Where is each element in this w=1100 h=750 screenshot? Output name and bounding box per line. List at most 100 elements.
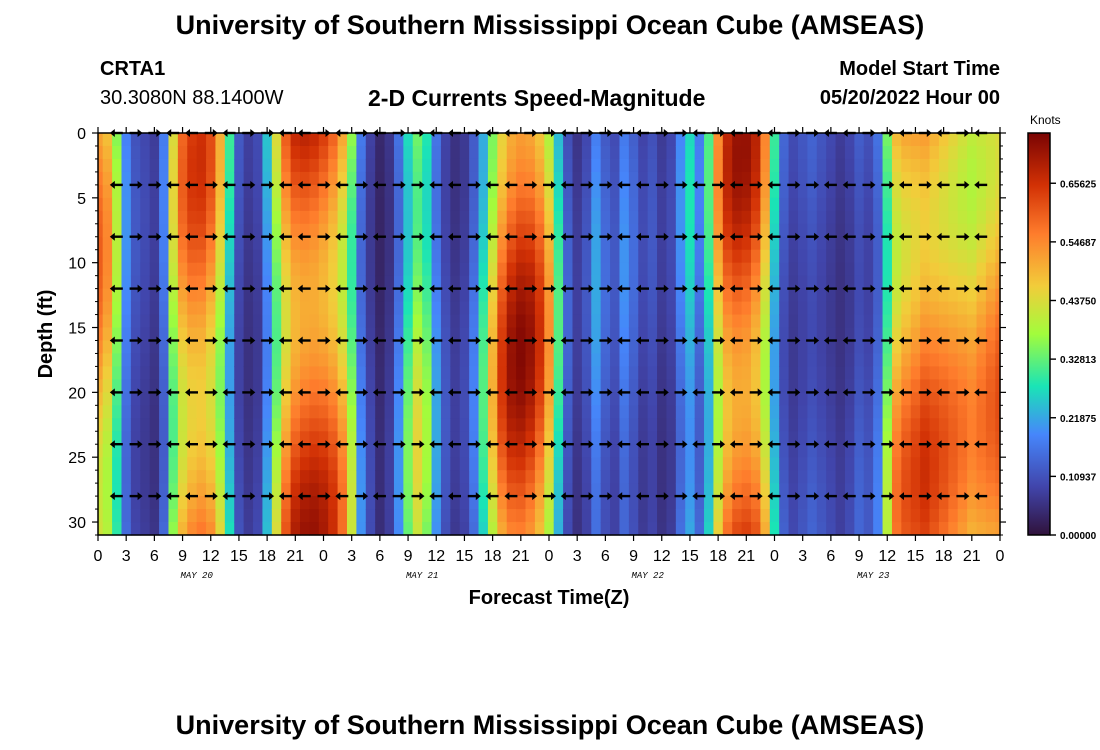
heat-cell: [177, 444, 188, 458]
heat-cell: [459, 314, 470, 329]
heat-cell: [281, 405, 292, 419]
heat-cell: [666, 509, 677, 523]
heat-cell: [816, 457, 827, 471]
current-vector-arrow: [109, 232, 123, 241]
current-vector-arrow: [317, 492, 331, 501]
heat-cell: [375, 353, 386, 368]
heat-cell: [318, 483, 329, 497]
heat-cell: [647, 158, 658, 173]
heat-cell: [760, 158, 771, 173]
heat-cell: [694, 392, 705, 406]
heat-cell: [722, 145, 733, 160]
heat-cell: [553, 457, 564, 471]
heat-cell: [910, 470, 921, 484]
heat-cell: [271, 288, 282, 303]
heat-cell: [844, 418, 855, 432]
heat-cell: [920, 509, 931, 523]
heat-cell: [732, 418, 743, 432]
heat-cell: [732, 366, 743, 380]
heat-cell: [760, 275, 771, 290]
current-vector-arrow: [692, 388, 706, 397]
heat-cell: [469, 340, 480, 355]
current-vector-arrow: [918, 492, 932, 501]
heat-cell: [967, 236, 978, 251]
current-vector-arrow: [560, 440, 574, 449]
heat-cell: [478, 353, 489, 368]
heat-cell: [760, 457, 771, 471]
current-vector-arrow: [355, 388, 369, 397]
current-vector-arrow: [148, 232, 162, 241]
heat-cell: [365, 405, 376, 419]
heat-cell: [628, 405, 639, 419]
heat-cell: [140, 314, 151, 329]
heat-cell: [121, 210, 132, 225]
current-vector-arrow: [204, 336, 218, 345]
heat-cell: [196, 314, 207, 329]
heat-cell: [666, 444, 677, 458]
heat-cell: [159, 392, 170, 406]
heat-cell: [882, 522, 893, 536]
heat-cell: [412, 236, 423, 251]
heat-cell: [459, 379, 470, 393]
heat-cell: [957, 483, 968, 497]
heat-cell: [98, 275, 104, 290]
heat-cell: [196, 522, 207, 536]
x-tick-label: 6: [826, 548, 835, 565]
heat-cell: [328, 340, 339, 355]
heat-cell: [469, 210, 480, 225]
heat-cell: [215, 405, 226, 419]
heat-cell: [318, 392, 329, 406]
heat-cell: [459, 145, 470, 160]
heat-cell: [140, 392, 151, 406]
heat-cell: [572, 418, 583, 432]
heat-cell: [797, 509, 808, 523]
heat-cell: [807, 522, 818, 536]
heat-cell: [647, 236, 658, 251]
heat-cell: [506, 262, 517, 277]
current-vector-arrow: [881, 180, 895, 189]
heat-cell: [243, 301, 254, 316]
heat-cell: [112, 366, 123, 380]
heat-cell: [854, 353, 865, 368]
colorbar-tick-label: 0.21875: [1060, 414, 1097, 425]
heat-cell: [337, 379, 348, 393]
heat-cell: [638, 418, 649, 432]
heat-cell: [779, 353, 790, 368]
heat-cell: [300, 145, 311, 160]
heat-cell: [506, 509, 517, 523]
heat-cell: [797, 444, 808, 458]
chart-subtitle: 2-D Currents Speed-Magnitude: [368, 85, 706, 111]
heat-cell: [732, 522, 743, 536]
heat-cell: [271, 353, 282, 368]
heat-cell: [591, 262, 602, 277]
current-vector-arrow: [355, 440, 369, 449]
heat-cell: [628, 457, 639, 471]
heat-cell: [807, 379, 818, 393]
heat-cell: [807, 431, 818, 445]
heat-cell: [600, 379, 611, 393]
heat-cell: [553, 470, 564, 484]
heat-cell: [431, 327, 442, 342]
heat-cell: [572, 392, 583, 406]
heat-cell: [431, 184, 442, 199]
heat-cell: [722, 262, 733, 277]
heat-cell: [497, 483, 508, 497]
heat-cell: [572, 249, 583, 264]
heat-cell: [177, 418, 188, 432]
heat-cell: [459, 522, 470, 536]
heat-cell: [506, 522, 517, 536]
heat-cell: [281, 444, 292, 458]
heat-cell: [440, 340, 451, 355]
heat-cell: [281, 133, 292, 147]
heat-cell: [393, 496, 404, 510]
heat-cell: [929, 483, 940, 497]
heat-cell: [206, 262, 217, 277]
heat-cell: [854, 262, 865, 277]
heat-cell: [469, 171, 480, 186]
heat-cell: [262, 210, 273, 225]
heat-cell: [563, 133, 574, 147]
heat-cell: [365, 171, 376, 186]
heat-cell: [891, 405, 902, 419]
current-vector-arrow: [580, 440, 594, 449]
heat-cell: [187, 249, 198, 264]
